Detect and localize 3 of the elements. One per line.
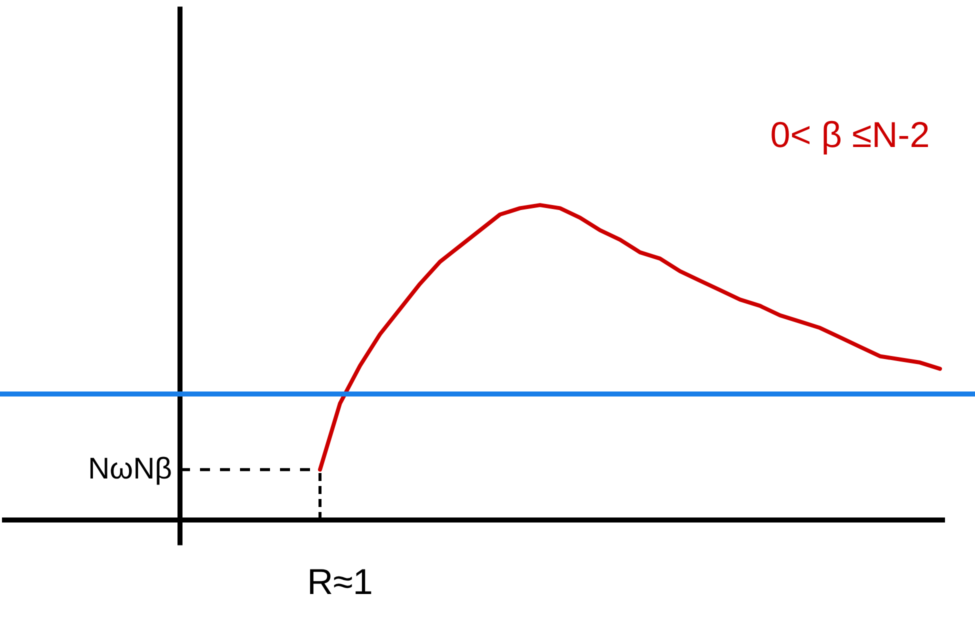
text: 0< β ≤N-2 (770, 114, 930, 155)
text: R≈1 (307, 561, 373, 602)
ref-line-label: NωNβ (88, 452, 172, 486)
